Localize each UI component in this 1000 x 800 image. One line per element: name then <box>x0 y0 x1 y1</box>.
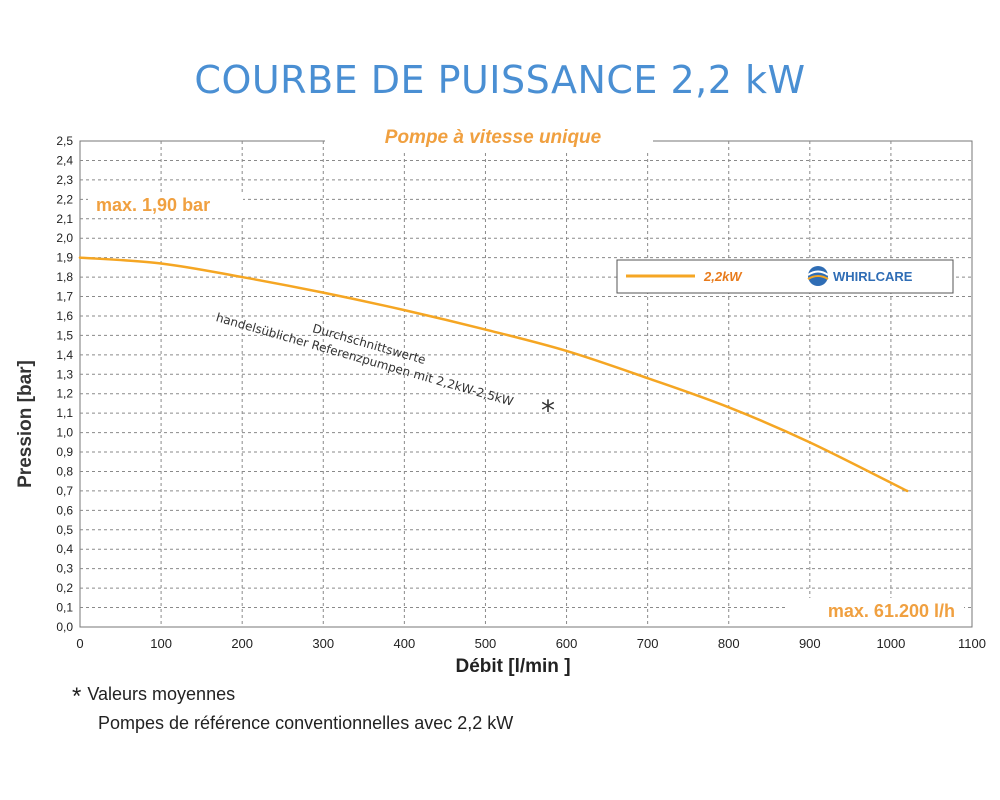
x-tick-label: 300 <box>312 636 334 651</box>
x-tick-label: 100 <box>150 636 172 651</box>
x-tick-label: 900 <box>799 636 821 651</box>
y-tick-label: 1,6 <box>56 309 73 323</box>
y-tick-label: 2,4 <box>56 153 73 167</box>
legend: 2,2kW WHIRLCARE <box>616 259 954 294</box>
y-axis-ticks: 0,0 0,1 0,2 0,3 0,4 0,5 0,6 0,7 0,8 0,9 1,0 1,1 1,2 1… <box>56 134 73 634</box>
y-tick-label: 1,4 <box>56 348 73 362</box>
y-tick-label: 0,2 <box>56 581 73 595</box>
x-axis-label: Débit [l/min ] <box>455 656 570 677</box>
y-tick-label: 0,3 <box>56 562 73 576</box>
chart-subtitle: Pompe à vitesse unique <box>385 127 602 148</box>
data-point <box>565 349 568 353</box>
y-tick-label: 1,5 <box>56 328 73 342</box>
data-point <box>484 328 487 331</box>
x-tick-label: 800 <box>718 636 740 651</box>
annotation-backdrop-flow <box>786 598 964 624</box>
y-tick-label: 1,1 <box>56 406 73 420</box>
legend-series-label: 2,2kW <box>703 269 743 284</box>
y-tick-label: 2,1 <box>56 212 73 226</box>
y-tick-label: 2,0 <box>56 231 73 245</box>
x-tick-label: 1000 <box>876 636 905 651</box>
y-tick-label: 0,7 <box>56 484 73 498</box>
x-tick-label: 1100 <box>958 636 986 651</box>
footnote: * Valeurs moyennes Pompes de référence co… <box>72 681 513 736</box>
x-axis-ticks: 0 100 200 300 400 500 600 700 800 900 1000 1100 <box>76 636 986 651</box>
subtitle-backdrop <box>325 125 653 151</box>
series-layer <box>78 256 909 493</box>
data-point <box>159 262 163 265</box>
data-point <box>78 256 82 259</box>
y-tick-label: 1,0 <box>56 426 73 440</box>
max-flow-annotation: max. 61.200 l/h <box>828 601 955 621</box>
x-tick-label: 0 <box>76 636 83 651</box>
footnote-line1: * Valeurs moyennes <box>72 681 513 710</box>
y-tick-label: 1,3 <box>56 367 73 381</box>
x-tick-label: 500 <box>475 636 497 651</box>
y-tick-label: 0,6 <box>56 503 73 517</box>
asterisk-marker: * <box>541 394 555 427</box>
y-tick-label: 1,7 <box>56 290 73 304</box>
data-point <box>403 308 406 312</box>
y-tick-label: 0,5 <box>56 523 73 537</box>
plot-area <box>79 140 973 628</box>
data-point <box>808 441 812 444</box>
max-pressure-annotation: max. 1,90 bar <box>96 195 210 215</box>
footnote-line2: Pompes de référence conventionnelles ave… <box>98 713 514 733</box>
x-tick-label: 700 <box>637 636 659 651</box>
y-tick-label: 0,4 <box>56 542 73 556</box>
y-tick-label: 1,2 <box>56 387 73 401</box>
footnote-line1-text: Valeurs moyennes <box>87 684 236 704</box>
x-tick-label: 600 <box>556 636 578 651</box>
data-point <box>646 376 649 380</box>
data-point <box>905 489 909 493</box>
legend-brand-label: WHIRLCARE <box>833 269 913 284</box>
grid-lines <box>80 141 972 627</box>
footnote-asterisk: * <box>72 683 82 710</box>
y-tick-label: 2,5 <box>56 134 73 148</box>
y-tick-label: 0,0 <box>56 620 73 634</box>
x-tick-label: 400 <box>394 636 416 651</box>
annotation-backdrop-pressure <box>88 192 243 218</box>
y-tick-label: 0,9 <box>56 445 73 459</box>
chart-title: COURBE DE PUISSANCE 2,2 kW <box>194 58 806 102</box>
x-tick-label: 200 <box>231 636 253 651</box>
y-tick-label: 2,2 <box>56 192 73 206</box>
y-tick-label: 2,3 <box>56 173 73 187</box>
data-point <box>240 275 244 279</box>
data-point <box>727 406 730 409</box>
y-tick-label: 0,1 <box>56 601 73 615</box>
y-tick-label: 1,8 <box>56 270 73 284</box>
whirlcare-logo-icon <box>807 266 829 286</box>
y-tick-label: 0,8 <box>56 464 73 478</box>
data-point <box>322 291 325 294</box>
y-axis-label: Pression [bar] <box>15 360 36 488</box>
y-tick-label: 1,9 <box>56 251 73 265</box>
